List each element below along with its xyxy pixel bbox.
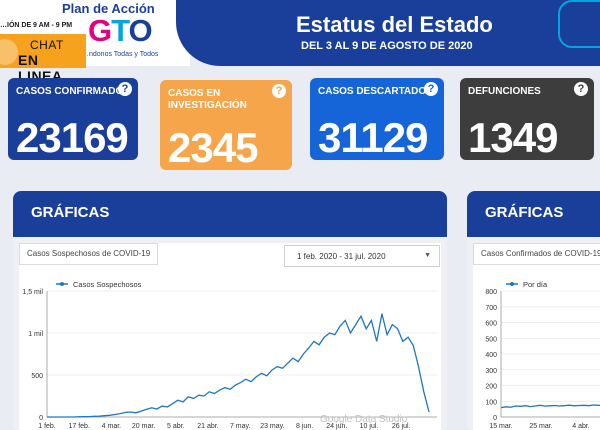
chart-area: Casos Sospechosos de COVID-19 1 feb. 202… [19, 243, 441, 430]
discarded-cases-value: 31129 [318, 114, 428, 160]
investigation-cases-value: 2345 [168, 124, 258, 170]
y-tick-label: 200 [485, 384, 497, 391]
x-tick-label: 15 mar. [489, 423, 512, 430]
header-right-button[interactable] [558, 0, 600, 48]
chart-area: Casos Confirmados de COVID-19 Por día 0 10… [473, 243, 600, 430]
date-range-dropdown[interactable]: 1 feb. 2020 - 31 jul. 2020 ▼ [284, 245, 440, 267]
service-hours: …IÓN DE 9 AM - 9 PM [0, 22, 73, 29]
status-title: Estatus del Estado [296, 12, 493, 37]
charts-panel-confirmed: GRÁFICAS Casos Confirmados de COVID-19 P… [467, 191, 600, 430]
panel-body: Casos Sospechosos de COVID-19 1 feb. 202… [13, 237, 447, 430]
x-tick-label: 24 jun. [326, 423, 347, 430]
help-icon[interactable]: ? [272, 84, 286, 98]
logo-letter-g: G [88, 13, 112, 48]
deaths-card: DEFUNCIONES ? 1349 [460, 78, 594, 160]
y-tick-label: 500 [31, 373, 43, 380]
y-tick-label: 1,5 mil [22, 289, 43, 296]
x-tick-label: 5 abr. [167, 423, 185, 430]
watermark: Google Data Studio [320, 414, 408, 425]
confirmed-cases-label: CASOS CONFIRMADOS [16, 86, 130, 97]
y-tick-label: 700 [485, 305, 497, 312]
investigation-cases-card: CASOS EN INVESTIGACIÓN ? 2345 [160, 80, 292, 170]
x-tick-label: 4 abr. [572, 423, 590, 430]
x-tick-label: 8 jun. [296, 423, 313, 430]
help-icon[interactable]: ? [118, 82, 132, 96]
status-dates: DEL 3 AL 9 DE AGOSTO DE 2020 [301, 40, 473, 52]
series-line [47, 313, 430, 418]
charts-panel-suspected: GRÁFICAS Casos Sospechosos de COVID-19 1… [13, 191, 447, 430]
plan-title: Plan de Acción [62, 1, 155, 16]
y-tick-label: 0 [39, 415, 43, 422]
panel-body: Casos Confirmados de COVID-19 Por día 0 10… [467, 237, 600, 430]
investigation-cases-label: CASOS EN INVESTIGACIÓN [168, 88, 247, 111]
x-tick-label: 10 jul. [360, 423, 379, 430]
panel-title: GRÁFICAS [13, 191, 447, 237]
chart-tab-suspected[interactable]: Casos Sospechosos de COVID-19 [19, 243, 159, 265]
y-tick-label: 300 [485, 368, 497, 375]
x-tick-label: 21 abr. [197, 423, 218, 430]
y-tick-label: 800 [485, 289, 497, 296]
chart-tab-confirmed[interactable]: Casos Confirmados de COVID-19 [473, 243, 600, 265]
x-tick-label: 23 may. [260, 423, 284, 430]
x-tick-label: 20 mar. [132, 423, 155, 430]
legend-label: Por día [523, 280, 548, 289]
deaths-label: DEFUNCIONES [468, 86, 541, 97]
series-line [500, 404, 600, 409]
logo-tagline: …ndonos Todas y Todos [82, 51, 159, 58]
date-range-value: 1 feb. 2020 - 31 jul. 2020 [297, 252, 386, 261]
discarded-cases-card: CASOS DESCARTADOS ? 31129 [310, 78, 444, 160]
y-tick-label: 0 [493, 415, 497, 422]
y-tick-label: 600 [485, 321, 497, 328]
deaths-value: 1349 [468, 114, 558, 160]
x-tick-label: 17 feb. [68, 423, 89, 430]
discarded-cases-label: CASOS DESCARTADOS [318, 86, 433, 97]
logo-letter-t: T [111, 13, 129, 48]
help-icon[interactable]: ? [574, 82, 588, 96]
y-tick-label: 100 [485, 399, 497, 406]
legend-marker [510, 282, 514, 286]
help-icon[interactable]: ? [424, 82, 438, 96]
confirmed-cases-card: CASOS CONFIRMADOS ? 23169 [8, 78, 138, 160]
confirmed-cases-value: 23169 [16, 114, 129, 160]
legend-marker [60, 282, 64, 286]
chat-icon [0, 39, 18, 65]
x-tick-label: 26 jul. [392, 423, 411, 430]
suspected-cases-chart[interactable]: Casos Sospechosos 0 500 1 mil 1,5 mil 1 feb. 1… [19, 271, 441, 430]
gto-logo[interactable]: GTO [88, 13, 153, 49]
x-tick-label: 1 feb. [38, 423, 56, 430]
logo-letter-o: O [128, 13, 153, 48]
x-tick-label: 7 may. [230, 423, 251, 430]
chat-label: CHAT [30, 38, 64, 52]
panel-title: GRÁFICAS [467, 191, 600, 237]
header-banner [176, 0, 600, 66]
confirmed-cases-chart[interactable]: Por día 0 100 200 300 400 500 600 700 800 15 mar. 2… [473, 271, 600, 430]
x-tick-label: 4 mar. [102, 423, 122, 430]
x-tick-label: 25 mar. [529, 423, 552, 430]
legend-label: Casos Sospechosos [73, 280, 142, 289]
y-tick-label: 1 mil [28, 331, 43, 338]
y-tick-label: 500 [485, 336, 497, 343]
caret-down-icon: ▼ [424, 252, 431, 259]
y-tick-label: 400 [485, 352, 497, 359]
chat-online-button[interactable]: CHAT EN LINEA [0, 34, 86, 84]
